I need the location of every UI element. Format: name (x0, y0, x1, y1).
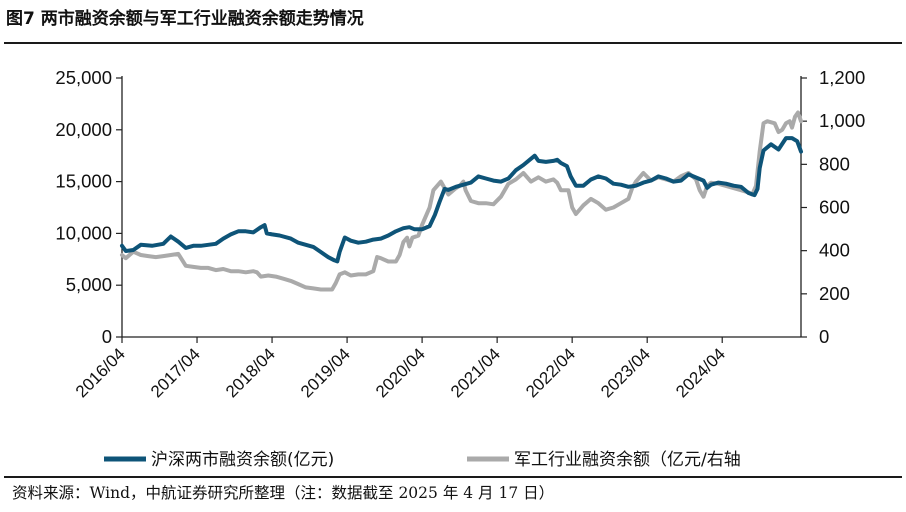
legend-label-market-margin: 沪深两市融资余额(亿元) (151, 450, 334, 470)
x-tick-label: 2020/04 (372, 344, 429, 401)
x-tick-label: 2024/04 (672, 344, 729, 401)
x-tick-label: 2023/04 (597, 344, 654, 401)
x-tick-label: 2022/04 (522, 344, 579, 401)
right-tick-label: 1,200 (819, 67, 865, 88)
right-tick-label: 600 (819, 197, 850, 218)
left-tick-label: 15,000 (55, 171, 112, 192)
left-tick-label: 0 (102, 326, 112, 347)
right-tick-label: 800 (819, 153, 850, 174)
figure-title: 图7 两市融资余额与军工行业融资余额走势情况 (6, 9, 364, 29)
left-tick-label: 5,000 (66, 274, 112, 295)
right-tick-label: 0 (819, 326, 829, 347)
series-line-market-margin (120, 136, 803, 264)
source-note: 资料来源：Wind，中航证券研究所整理（注：数据截至 2025 年 4 月 17… (12, 484, 555, 502)
x-tick-label: 2016/04 (72, 344, 129, 401)
x-tick-label: 2018/04 (222, 344, 279, 401)
x-tick-label: 2017/04 (147, 344, 204, 401)
x-tick-label: 2021/04 (447, 344, 504, 401)
left-tick-label: 20,000 (55, 119, 112, 140)
legend-label-defense-margin: 军工行业融资余额（亿元/右轴 (514, 450, 741, 470)
title-rule (4, 42, 902, 44)
line-chart: 0 5,000 10,000 15,000 20,000 25,000 0 200 400 600… (55, 67, 865, 470)
left-tick-label: 10,000 (55, 222, 112, 243)
right-tick-label: 1,000 (819, 110, 865, 131)
right-tick-label: 400 (819, 240, 850, 261)
series-line-defense-margin (120, 110, 803, 292)
left-tick-label: 25,000 (55, 67, 112, 88)
x-tick-label: 2019/04 (297, 344, 354, 401)
right-tick-label: 200 (819, 283, 850, 304)
footer-rule (4, 476, 902, 478)
